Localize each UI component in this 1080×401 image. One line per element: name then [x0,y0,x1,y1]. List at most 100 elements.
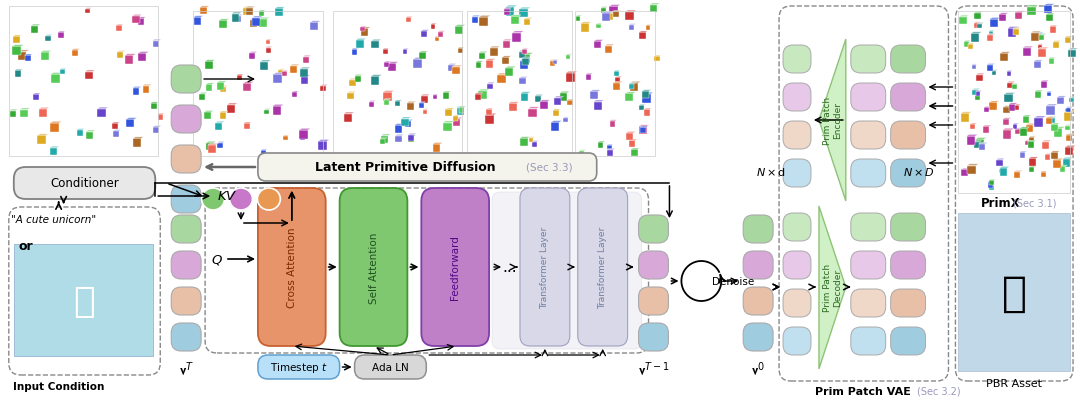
Bar [193,18,201,25]
FancyBboxPatch shape [421,188,489,346]
Polygon shape [51,73,63,75]
Polygon shape [207,144,218,146]
Polygon shape [1051,152,1059,153]
Bar [959,18,967,25]
Polygon shape [518,51,527,53]
Text: Self Attention: Self Attention [368,232,378,303]
Polygon shape [1025,140,1031,141]
Polygon shape [448,65,457,66]
Polygon shape [433,143,443,145]
Bar [644,110,650,116]
Text: $\mathit{KV}$: $\mathit{KV}$ [217,190,238,203]
Bar [419,103,423,108]
Bar [1036,34,1041,41]
Bar [408,137,415,143]
Polygon shape [554,97,564,98]
Polygon shape [261,150,267,151]
Bar [1020,129,1027,136]
Bar [613,83,620,91]
Bar [153,128,159,134]
Bar [486,61,494,69]
Polygon shape [503,8,512,10]
Text: ...: ... [502,260,517,275]
Polygon shape [1053,42,1061,43]
Bar [1028,142,1035,148]
Polygon shape [519,60,530,61]
Polygon shape [457,107,465,108]
Bar [220,87,226,93]
Polygon shape [260,61,271,63]
Polygon shape [984,107,990,108]
Polygon shape [443,122,455,124]
Polygon shape [1015,12,1025,13]
Polygon shape [200,93,207,95]
Polygon shape [988,31,995,32]
Polygon shape [576,16,582,17]
Bar [1025,141,1030,146]
Bar [575,12,654,157]
Polygon shape [1047,14,1055,15]
Bar [650,6,658,13]
Polygon shape [961,169,970,170]
Bar [1038,50,1047,58]
Polygon shape [1036,33,1043,34]
Polygon shape [266,40,272,41]
Polygon shape [819,40,846,201]
Bar [243,9,249,16]
Bar [975,140,984,148]
Polygon shape [1041,81,1049,82]
Bar [194,109,199,114]
Polygon shape [206,142,216,144]
Polygon shape [613,82,622,83]
Polygon shape [133,138,144,139]
Bar [1059,167,1066,172]
Bar [384,63,390,68]
Bar [978,144,985,151]
FancyBboxPatch shape [783,327,811,355]
Polygon shape [1035,91,1043,92]
Polygon shape [259,18,270,20]
Polygon shape [967,135,977,137]
Bar [522,59,528,65]
Bar [227,105,235,113]
FancyBboxPatch shape [783,84,811,112]
Polygon shape [1027,6,1038,8]
Bar [1003,119,1009,126]
Bar [300,136,305,141]
Polygon shape [406,17,413,18]
Polygon shape [1065,37,1072,38]
Polygon shape [77,130,84,131]
Polygon shape [243,83,254,84]
FancyBboxPatch shape [783,213,811,241]
Polygon shape [640,127,648,128]
Polygon shape [1065,125,1071,126]
Polygon shape [650,4,660,6]
Bar [1052,125,1058,132]
Polygon shape [540,101,550,102]
Bar [528,109,537,118]
Polygon shape [291,65,299,67]
Polygon shape [480,16,490,18]
Bar [395,102,401,107]
FancyBboxPatch shape [578,188,627,346]
Bar [989,181,994,186]
Bar [454,117,458,122]
Polygon shape [1044,5,1054,6]
Bar [118,53,123,59]
Bar [1064,113,1072,122]
Bar [448,66,455,72]
Polygon shape [204,111,214,113]
Polygon shape [1049,117,1056,118]
Polygon shape [1008,28,1020,29]
FancyBboxPatch shape [783,251,811,279]
Bar [505,69,513,77]
Bar [1014,106,1020,111]
Polygon shape [421,30,429,32]
Bar [219,113,226,119]
Bar [609,122,616,127]
Bar [497,75,505,84]
Polygon shape [563,117,569,118]
Polygon shape [383,49,389,50]
Bar [282,72,286,76]
Polygon shape [505,67,516,69]
